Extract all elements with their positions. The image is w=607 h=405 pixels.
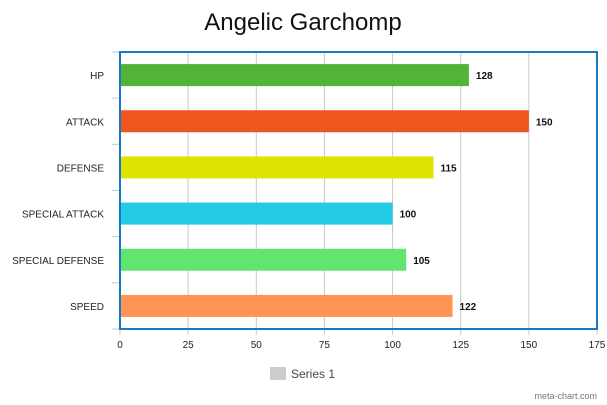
data-label: 100	[400, 210, 417, 221]
category-label: DEFENSE	[57, 163, 105, 174]
bar-attack	[120, 110, 529, 133]
data-label: 150	[536, 117, 553, 128]
x-tick-label: 125	[452, 340, 469, 351]
legend-label: Series 1	[291, 367, 335, 381]
data-label: 122	[460, 302, 477, 313]
bar-hp	[120, 64, 469, 87]
x-tick-label: 100	[384, 340, 401, 351]
data-label: 105	[413, 256, 430, 267]
data-label: 115	[440, 163, 457, 174]
x-tick-label: 175	[589, 340, 606, 351]
bar-speed	[120, 294, 453, 317]
bar-special-attack	[120, 202, 393, 225]
x-tick-label: 150	[521, 340, 538, 351]
category-label: SPECIAL DEFENSE	[12, 256, 104, 267]
x-tick-label: 75	[319, 340, 331, 351]
category-label: HP	[90, 71, 104, 82]
bar-defense	[120, 156, 434, 179]
bar-special-defense	[120, 248, 407, 271]
chart-title: Angelic Garchomp	[204, 9, 401, 36]
x-tick-label: 50	[251, 340, 263, 351]
x-tick-label: 0	[117, 340, 123, 351]
category-label: ATTACK	[66, 117, 104, 128]
category-label: SPEED	[70, 302, 104, 313]
x-tick-label: 25	[183, 340, 195, 351]
plot-frame	[119, 51, 598, 330]
credit-text: meta-chart.com	[534, 391, 597, 401]
data-label: 128	[476, 71, 493, 82]
legend-swatch	[270, 367, 286, 380]
category-label: SPECIAL ATTACK	[22, 210, 104, 221]
